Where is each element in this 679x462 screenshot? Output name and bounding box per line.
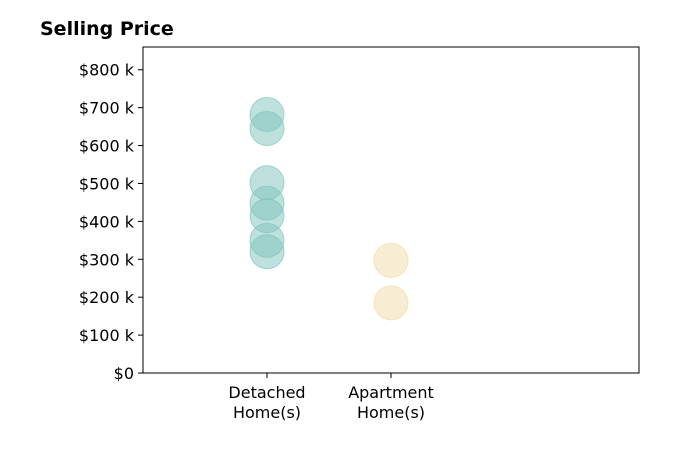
data-point bbox=[373, 285, 409, 321]
y-tick-label: $100 k bbox=[79, 326, 135, 345]
y-tick-label: $500 k bbox=[79, 174, 135, 193]
plot-frame bbox=[142, 46, 640, 374]
x-tick-label: Detached Home(s) bbox=[228, 383, 305, 422]
data-point bbox=[249, 111, 285, 146]
data-point bbox=[249, 234, 285, 270]
y-tick-label: $200 k bbox=[79, 288, 135, 307]
y-tick-label: $800 k bbox=[79, 61, 135, 80]
x-tick-label: Apartment Home(s) bbox=[348, 383, 434, 422]
y-tick-label: $600 k bbox=[79, 137, 135, 156]
y-tick-label: $0 bbox=[114, 364, 134, 383]
y-tick-label: $700 k bbox=[79, 99, 135, 118]
plot-area: $0 $100 k $200 k $300 k $400 k $500 k $600 k $7… bbox=[79, 46, 640, 422]
chart-title: Selling Price bbox=[40, 18, 174, 40]
y-tick-label: $300 k bbox=[79, 250, 135, 269]
data-point bbox=[373, 242, 409, 278]
y-tick-label: $400 k bbox=[79, 212, 135, 231]
